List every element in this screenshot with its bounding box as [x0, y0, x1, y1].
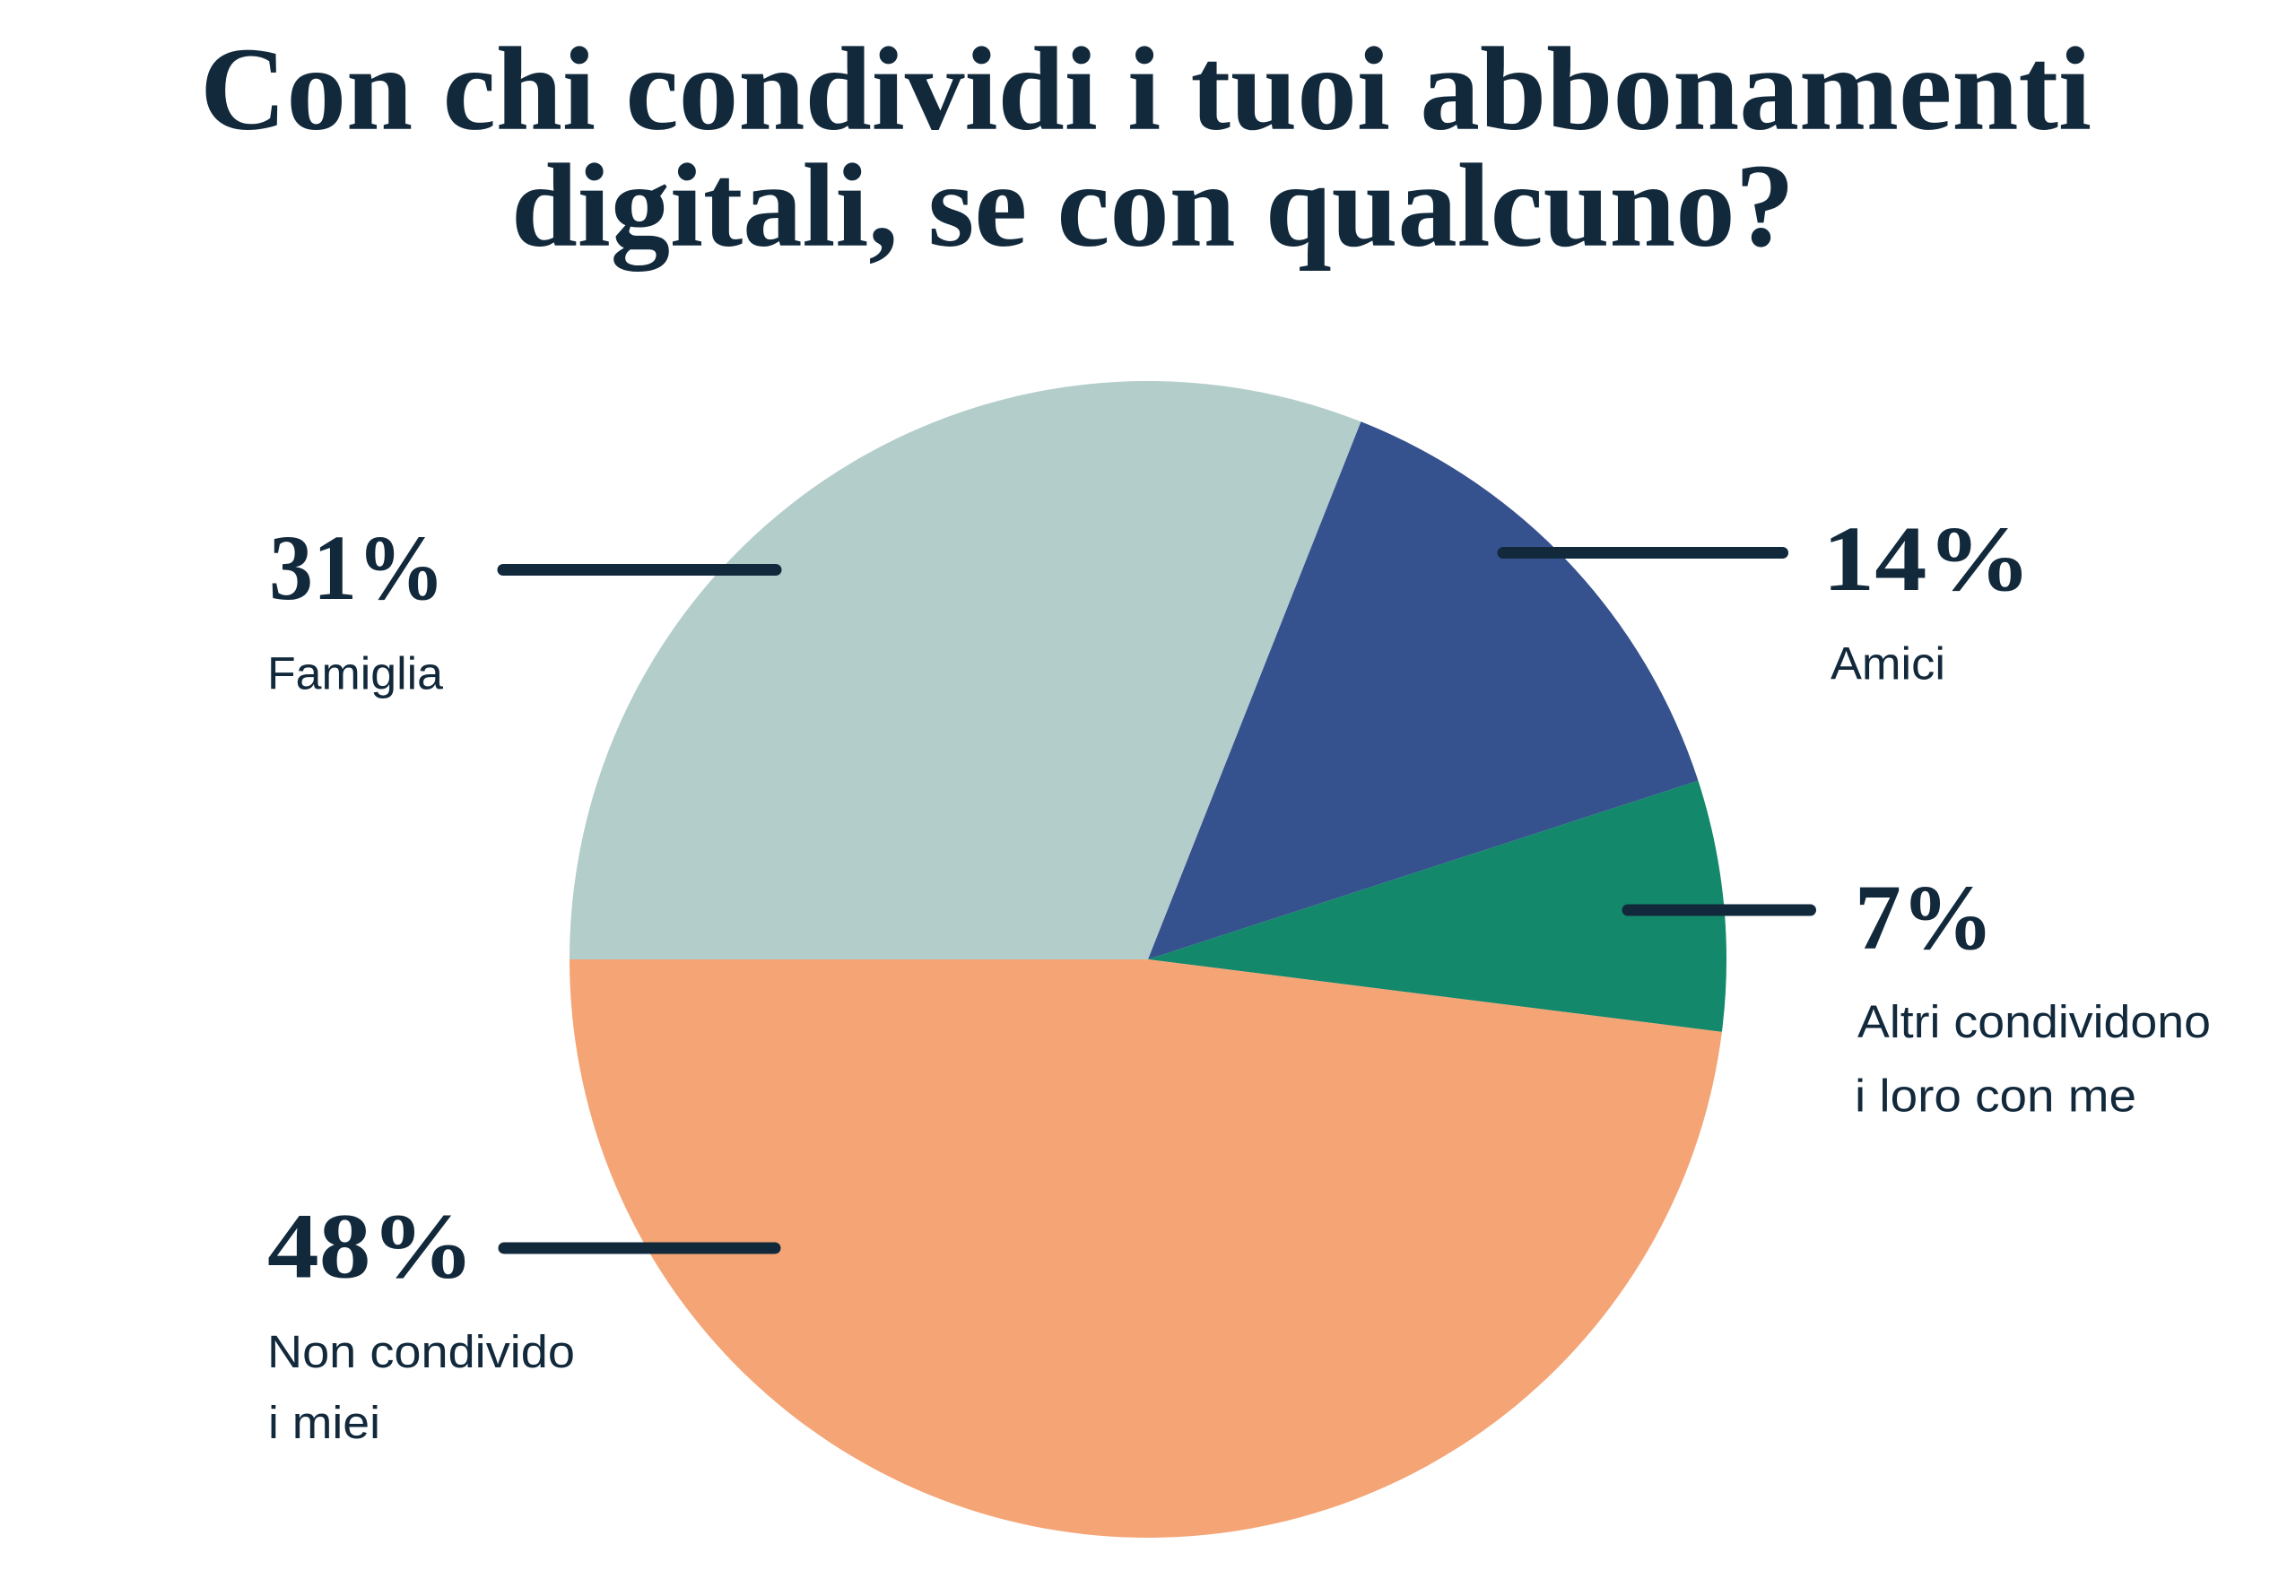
svg-text:Amici: Amici — [1831, 638, 1945, 690]
svg-text:7%: 7% — [1855, 866, 1994, 969]
svg-text:14%: 14% — [1822, 507, 2031, 611]
svg-text:Famiglia: Famiglia — [267, 648, 444, 699]
svg-text:i loro con me: i loro con me — [1855, 1070, 2136, 1121]
svg-text:i miei: i miei — [268, 1397, 380, 1448]
svg-text:Altri condividono: Altri condividono — [1857, 996, 2211, 1047]
svg-text:Con chi condividi i tuoi abbon: Con chi condividi i tuoi abbonamenti — [200, 22, 2092, 155]
svg-text:31%: 31% — [269, 516, 445, 620]
svg-text:48%: 48% — [267, 1195, 474, 1298]
svg-text:digitali, se con qualcuno?: digitali, se con qualcuno? — [511, 139, 1795, 272]
svg-text:Non condivido: Non condivido — [267, 1326, 575, 1377]
